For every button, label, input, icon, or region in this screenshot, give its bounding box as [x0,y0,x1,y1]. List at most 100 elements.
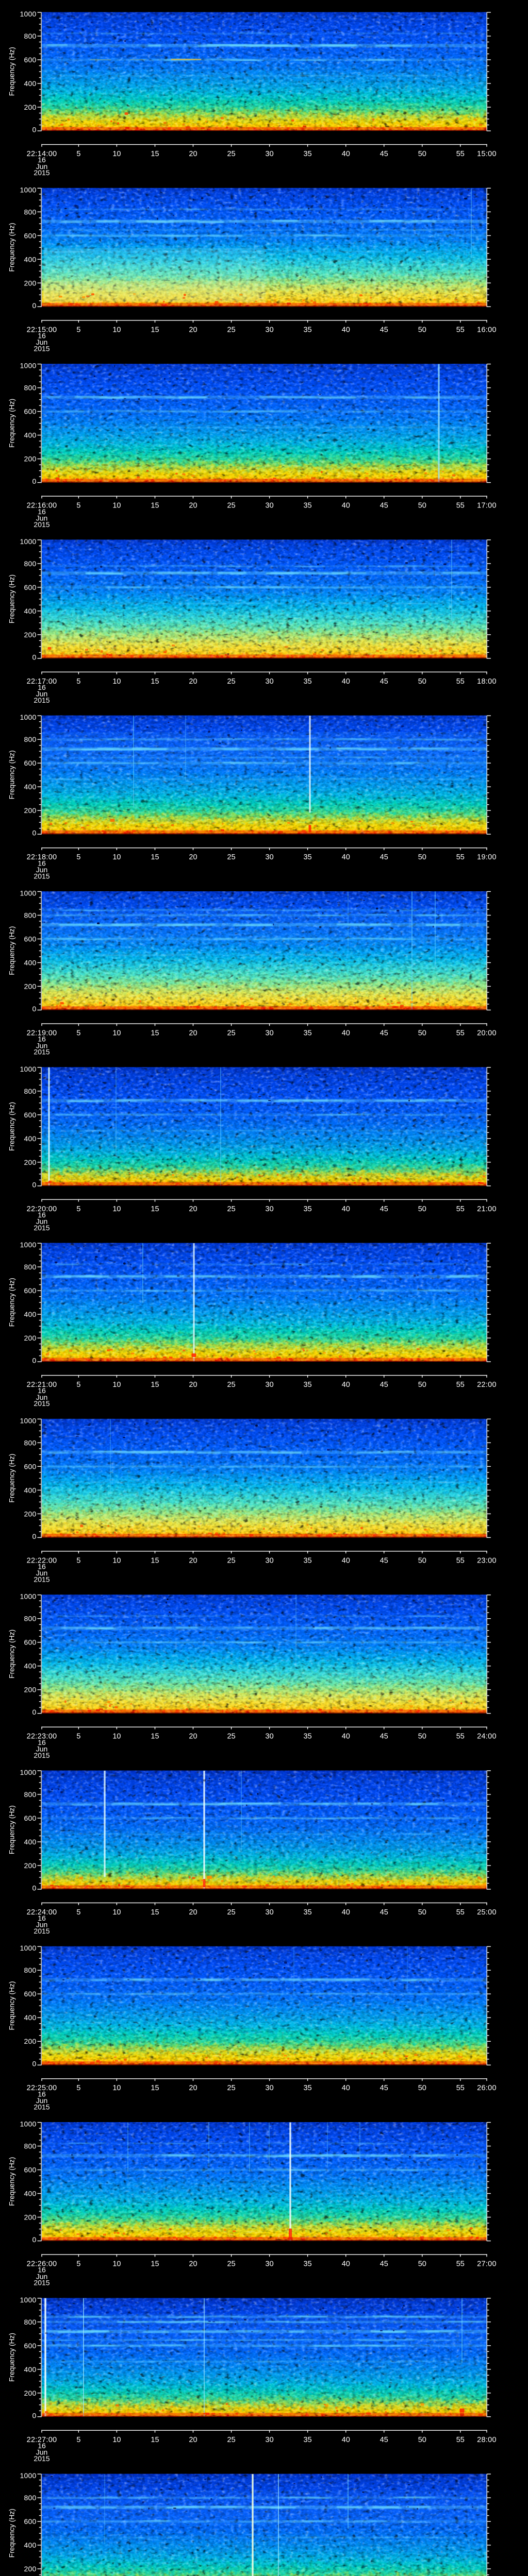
svg-text:45: 45 [380,2260,388,2268]
svg-text:16: 16 [38,1386,46,1395]
svg-text:22:14:00: 22:14:00 [27,150,57,158]
svg-text:2015: 2015 [34,520,50,529]
svg-text:25: 25 [227,1733,236,1741]
svg-text:22:23:00: 22:23:00 [27,1733,57,1741]
svg-text:600: 600 [24,2166,37,2174]
svg-text:20: 20 [189,2084,197,2092]
svg-text:40: 40 [342,1556,350,1565]
svg-text:200: 200 [24,1686,37,1694]
svg-text:55: 55 [456,1381,465,1389]
svg-text:45: 45 [380,1733,388,1741]
svg-text:24:00: 24:00 [477,1733,497,1741]
svg-text:400: 400 [24,1134,37,1143]
svg-text:35: 35 [304,502,312,510]
svg-text:400: 400 [24,1486,37,1494]
svg-text:30: 30 [266,326,274,334]
svg-text:16: 16 [38,859,46,867]
svg-text:400: 400 [24,431,37,439]
svg-text:35: 35 [304,1381,312,1389]
svg-text:Jun: Jun [36,162,48,171]
svg-text:600: 600 [24,935,37,943]
svg-text:Jun: Jun [36,2448,48,2456]
svg-text:25: 25 [227,1556,236,1565]
svg-text:1000: 1000 [20,10,37,18]
svg-text:16: 16 [38,331,46,340]
svg-text:40: 40 [342,2260,350,2268]
svg-text:55: 55 [456,502,465,510]
svg-text:15: 15 [151,853,159,861]
svg-text:16:00: 16:00 [477,326,497,334]
svg-text:40: 40 [342,150,350,158]
svg-text:17:00: 17:00 [477,502,497,510]
svg-text:15: 15 [151,150,159,158]
svg-text:1000: 1000 [20,2120,37,2128]
svg-text:30: 30 [266,1733,274,1741]
svg-text:1000: 1000 [20,185,37,194]
svg-text:2015: 2015 [34,2454,50,2463]
svg-text:50: 50 [418,326,426,334]
svg-text:200: 200 [24,455,37,463]
svg-text:16: 16 [38,2266,46,2274]
svg-text:Jun: Jun [36,2096,48,2105]
svg-text:55: 55 [456,2084,465,2092]
svg-text:45: 45 [380,326,388,334]
svg-text:20: 20 [189,1381,197,1389]
svg-text:400: 400 [24,1310,37,1318]
svg-text:Frequency (Hz): Frequency (Hz) [8,2157,16,2206]
svg-text:Frequency (Hz): Frequency (Hz) [8,1102,16,1151]
svg-text:0: 0 [32,477,37,485]
svg-text:600: 600 [24,2342,37,2350]
svg-text:20:00: 20:00 [477,1029,497,1037]
svg-text:25: 25 [227,150,236,158]
svg-text:400: 400 [24,2190,37,2198]
svg-text:600: 600 [24,1462,37,1470]
svg-text:20: 20 [189,2260,197,2268]
svg-text:16: 16 [38,2442,46,2450]
svg-text:Jun: Jun [36,866,48,874]
svg-text:1000: 1000 [20,889,37,897]
svg-text:1000: 1000 [20,1241,37,1249]
svg-text:20: 20 [189,1029,197,1037]
svg-text:35: 35 [304,2260,312,2268]
svg-text:30: 30 [266,2436,274,2444]
svg-text:2015: 2015 [34,1927,50,1935]
svg-text:0: 0 [32,1180,37,1189]
svg-text:0: 0 [32,1005,37,1013]
svg-text:0: 0 [32,653,37,661]
svg-text:800: 800 [24,735,37,743]
svg-text:55: 55 [456,150,465,158]
svg-text:18:00: 18:00 [477,677,497,686]
svg-text:15: 15 [151,502,159,510]
svg-text:800: 800 [24,384,37,392]
svg-text:22:16:00: 22:16:00 [27,502,57,510]
svg-text:45: 45 [380,1381,388,1389]
svg-text:55: 55 [456,1556,465,1565]
svg-text:55: 55 [456,853,465,861]
svg-text:5: 5 [76,1733,80,1741]
svg-text:10: 10 [112,853,121,861]
svg-text:16: 16 [38,1914,46,1922]
svg-text:19:00: 19:00 [477,853,497,861]
svg-text:200: 200 [24,1510,37,1518]
svg-text:Jun: Jun [36,1041,48,1049]
svg-text:200: 200 [24,2565,37,2573]
svg-text:35: 35 [304,326,312,334]
svg-text:600: 600 [24,408,37,416]
svg-text:800: 800 [24,1438,37,1447]
svg-text:1000: 1000 [20,1065,37,1073]
svg-text:0: 0 [32,126,37,134]
svg-text:400: 400 [24,1662,37,1670]
svg-text:50: 50 [418,1029,426,1037]
svg-text:20: 20 [189,677,197,686]
svg-text:35: 35 [304,853,312,861]
svg-text:23:00: 23:00 [477,1556,497,1565]
svg-text:50: 50 [418,1908,426,1917]
svg-text:2015: 2015 [34,1575,50,1584]
svg-text:35: 35 [304,1205,312,1213]
svg-text:10: 10 [112,150,121,158]
svg-text:20: 20 [189,1733,197,1741]
svg-text:55: 55 [456,1733,465,1741]
svg-text:800: 800 [24,2494,37,2502]
svg-text:5: 5 [76,2084,80,2092]
svg-text:25: 25 [227,2436,236,2444]
